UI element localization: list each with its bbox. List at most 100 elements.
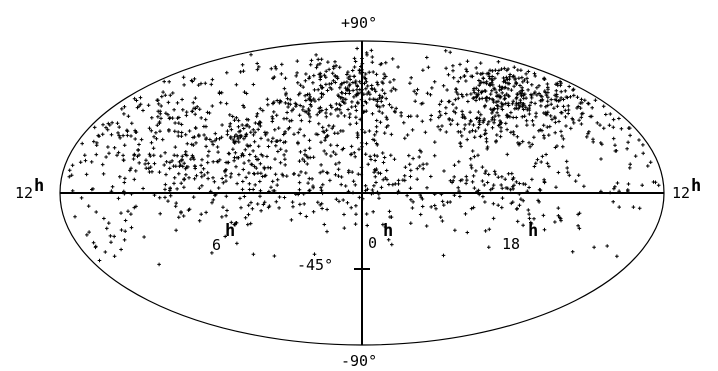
data-point: [258, 120, 263, 125]
data-point: [225, 208, 229, 213]
data-point: [247, 182, 252, 186]
data-point: [472, 154, 477, 159]
data-point: [511, 187, 515, 191]
data-point: [181, 75, 186, 80]
data-point: [207, 111, 212, 115]
data-point: [458, 141, 463, 145]
data-point: [354, 108, 359, 113]
data-point: [503, 80, 508, 85]
data-point: [535, 93, 539, 97]
data-point: [491, 183, 496, 187]
data-point: [342, 80, 346, 85]
data-point: [104, 155, 108, 159]
data-point: [516, 141, 520, 145]
data-point: [451, 64, 455, 68]
data-point: [392, 78, 396, 82]
data-point: [173, 121, 177, 125]
data-point: [617, 205, 621, 209]
data-point: [483, 128, 488, 132]
data-point: [533, 101, 537, 106]
data-point: [323, 136, 328, 140]
data-point: [190, 109, 195, 113]
data-point: [510, 102, 515, 106]
data-point: [244, 133, 248, 137]
data-point: [246, 144, 250, 149]
data-point: [244, 91, 249, 96]
data-point: [149, 129, 154, 133]
data-point: [483, 88, 487, 93]
data-point: [535, 157, 540, 162]
data-point: [229, 220, 234, 225]
data-point: [593, 98, 598, 102]
data-point: [468, 110, 472, 114]
data-point: [94, 210, 98, 214]
data-point: [360, 61, 365, 66]
data-point: [487, 227, 492, 232]
data-point: [345, 201, 350, 205]
data-point: [363, 188, 368, 193]
data-point: [531, 123, 536, 127]
label-ra-18-h: h: [528, 221, 538, 241]
data-point: [224, 168, 228, 172]
data-point: [209, 82, 214, 87]
data-point: [384, 96, 388, 101]
data-point: [371, 97, 376, 101]
data-point: [599, 157, 603, 161]
data-point: [183, 132, 188, 137]
data-point: [545, 125, 550, 129]
data-point: [324, 82, 328, 87]
data-point: [216, 186, 221, 190]
data-point: [432, 80, 437, 84]
data-point: [319, 86, 324, 90]
data-point: [491, 98, 496, 102]
data-point: [168, 194, 173, 198]
data-point: [93, 245, 98, 250]
data-point: [487, 245, 491, 249]
data-point: [488, 187, 493, 192]
data-point: [452, 175, 456, 179]
data-point: [180, 154, 185, 159]
data-point: [527, 216, 532, 221]
data-point: [501, 103, 505, 107]
data-point: [481, 194, 485, 199]
data-point: [418, 164, 422, 168]
data-point: [493, 68, 498, 72]
data-point: [375, 80, 379, 85]
data-point: [273, 157, 277, 161]
data-point: [219, 90, 224, 95]
data-point: [490, 111, 494, 115]
data-point: [599, 189, 603, 194]
data-point: [254, 114, 259, 119]
data-point: [471, 205, 476, 210]
data-point: [280, 62, 284, 67]
data-point: [185, 141, 190, 146]
data-point: [281, 174, 285, 178]
data-point: [364, 141, 369, 146]
data-point: [554, 185, 558, 189]
data-point: [204, 144, 208, 149]
data-point: [349, 105, 354, 109]
data-point: [488, 68, 492, 73]
data-point: [325, 170, 329, 175]
data-point: [481, 120, 485, 125]
data-point: [586, 132, 590, 136]
data-point: [151, 146, 156, 150]
data-point: [236, 137, 240, 141]
data-point: [156, 115, 160, 119]
data-point: [316, 57, 320, 62]
data-point: [218, 100, 223, 105]
data-point: [465, 92, 469, 97]
data-point: [321, 182, 325, 187]
data-point: [478, 134, 483, 138]
data-point: [459, 92, 464, 97]
data-point: [572, 121, 576, 125]
data-point: [327, 82, 332, 86]
data-point: [269, 185, 273, 190]
data-point: [109, 189, 114, 193]
data-point: [410, 206, 415, 210]
data-point: [181, 164, 185, 169]
data-point: [626, 188, 630, 192]
data-point: [193, 164, 197, 169]
data-point: [534, 115, 538, 119]
data-point: [495, 111, 499, 115]
